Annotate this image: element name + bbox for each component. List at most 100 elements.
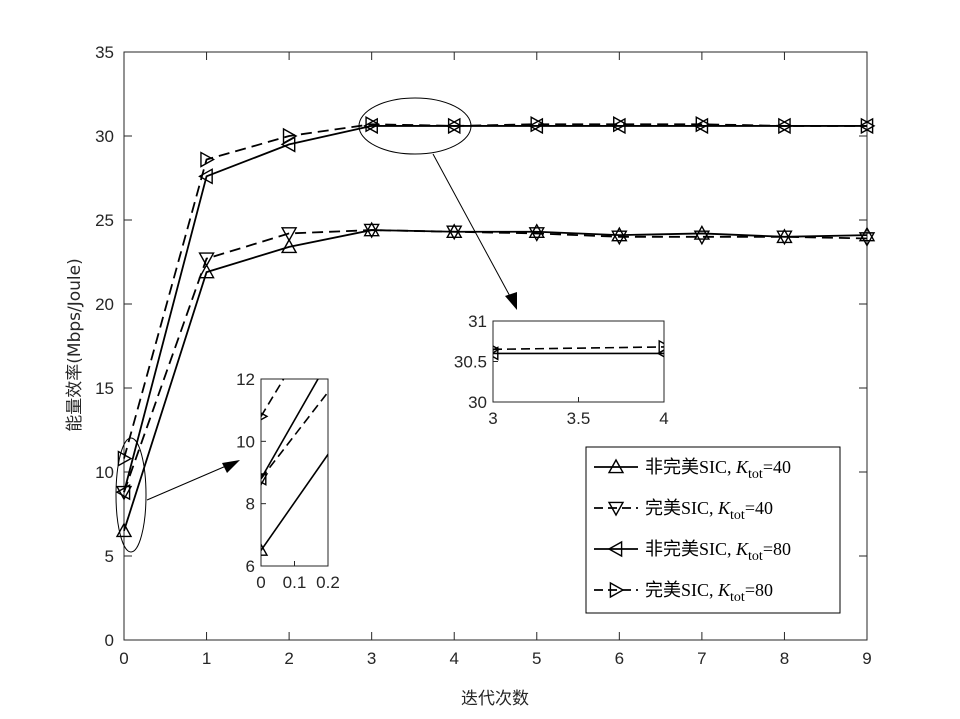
series-1-point bbox=[280, 238, 298, 254]
legend-box bbox=[585, 446, 841, 614]
series-2-point bbox=[858, 232, 876, 247]
y-tick-label: 0 bbox=[105, 631, 114, 650]
inset-series-1-point bbox=[261, 542, 269, 556]
y-tick-label: 20 bbox=[95, 295, 114, 314]
series-2-point bbox=[611, 230, 628, 246]
legend-marker-3 bbox=[607, 540, 623, 558]
x-tick-label: 1 bbox=[202, 649, 211, 668]
series-3-point bbox=[693, 117, 709, 135]
inset-start: 0 0.1 0.2 6 8 10 12 bbox=[236, 370, 340, 592]
inset-series-4-point bbox=[658, 339, 664, 355]
series-1-point bbox=[858, 226, 876, 242]
inset-x-tick-label: 3 bbox=[488, 409, 497, 428]
series-2-point bbox=[528, 227, 545, 242]
y-tick-label: 15 bbox=[95, 379, 114, 398]
series-2-point bbox=[363, 223, 380, 239]
inset-y-tick-label: 10 bbox=[236, 432, 255, 451]
y-tick-label: 35 bbox=[95, 43, 114, 62]
legend-marker-4 bbox=[609, 581, 625, 599]
inset-y-tick-label: 12 bbox=[236, 370, 255, 389]
legend-marker-2 bbox=[607, 501, 625, 517]
zoom-callouts bbox=[115, 97, 517, 553]
legend-label-2: 完美SIC, Ktot=40 bbox=[645, 498, 773, 523]
inset-series-3-point bbox=[261, 471, 267, 486]
inset-x-tick-label: 3.5 bbox=[567, 409, 591, 428]
series-1-point bbox=[198, 263, 215, 279]
series-4-point bbox=[117, 450, 133, 467]
series-4-point bbox=[200, 151, 215, 168]
inset-x-tick-label: 4 bbox=[659, 409, 668, 428]
y-tick-label: 10 bbox=[95, 463, 114, 482]
zoom-ellipse-plateau bbox=[358, 97, 472, 155]
y-tick-label: 5 bbox=[105, 547, 114, 566]
inset-x-tick-label: 0.2 bbox=[316, 573, 340, 592]
inset-plateau: 3 3.5 4 30 30.5 31 bbox=[454, 312, 669, 428]
series-4-point bbox=[447, 117, 463, 135]
series-3-point bbox=[610, 117, 626, 135]
x-tick-label: 7 bbox=[697, 649, 706, 668]
series-4-point bbox=[860, 117, 876, 135]
series-3-point bbox=[198, 168, 213, 185]
inset-frame bbox=[492, 320, 665, 403]
x-tick-label: 4 bbox=[449, 649, 458, 668]
inset-plot-area bbox=[261, 379, 328, 556]
x-tick-label: 2 bbox=[284, 649, 293, 668]
x-tick-label: 3 bbox=[367, 649, 376, 668]
x-tick-label: 8 bbox=[780, 649, 789, 668]
inset-x-tick-label: 0.1 bbox=[283, 573, 307, 592]
legend-label-1: 非完美SIC, Ktot=40 bbox=[645, 457, 791, 482]
zoom-arrow-start bbox=[146, 462, 234, 501]
inset-y-tick-label: 8 bbox=[246, 495, 255, 514]
zoom-arrowhead-plateau bbox=[505, 292, 517, 310]
inset-series-line-3 bbox=[261, 379, 319, 480]
inset-series-4-point bbox=[493, 345, 501, 354]
series-4-point bbox=[778, 117, 793, 135]
inset-frame bbox=[260, 378, 329, 567]
series-2-point bbox=[115, 485, 133, 501]
y-tick-label: 25 bbox=[95, 211, 114, 230]
series-4-point bbox=[365, 116, 381, 133]
x-axis-label: 迭代次数 bbox=[461, 689, 529, 709]
series-line-4 bbox=[123, 123, 867, 459]
series-line-2 bbox=[123, 229, 868, 493]
series-line-1 bbox=[123, 229, 868, 532]
inset-plot-area bbox=[493, 339, 664, 361]
inset-y-tick-label: 30 bbox=[468, 393, 487, 412]
legend-label-3: 非完美SIC, Ktot=80 bbox=[645, 539, 791, 564]
series-4-point bbox=[530, 116, 546, 133]
inset-series-line-2 bbox=[261, 390, 328, 480]
legend-marker-1 bbox=[607, 458, 625, 474]
x-tick-label: 5 bbox=[532, 649, 541, 668]
y-axis-label: 能量效率(Mbps/Joule) bbox=[65, 258, 85, 431]
inset-series-line-1 bbox=[261, 453, 328, 551]
series-1-point bbox=[115, 522, 133, 538]
series-3-point bbox=[363, 117, 378, 135]
inset-x-tick-label: 0 bbox=[256, 573, 265, 592]
series-1-point bbox=[528, 223, 545, 239]
series-1-point bbox=[693, 224, 711, 240]
series-4-point bbox=[282, 127, 298, 145]
inset-y-tick-label: 31 bbox=[468, 312, 487, 331]
inset-series-2-point bbox=[261, 473, 269, 487]
series-1-point bbox=[611, 226, 628, 242]
series-2-point bbox=[198, 252, 215, 268]
zoom-ellipse-start bbox=[115, 437, 147, 553]
x-tick-label: 6 bbox=[615, 649, 624, 668]
inset-y-tick-label: 6 bbox=[246, 557, 255, 576]
zoom-arrowhead-start bbox=[222, 460, 240, 473]
x-tick-label: 0 bbox=[119, 649, 128, 668]
series-4-point bbox=[695, 116, 711, 133]
series-2-point bbox=[693, 230, 711, 246]
inset-y-tick-label: 30.5 bbox=[454, 353, 487, 372]
series-2-point bbox=[776, 230, 793, 246]
x-tick-label: 9 bbox=[862, 649, 871, 668]
inset-series-line-4 bbox=[493, 346, 664, 351]
legend-label-4: 完美SIC, Ktot=80 bbox=[645, 580, 773, 605]
y-tick-label: 30 bbox=[95, 127, 114, 146]
inset-series-3-point bbox=[493, 346, 499, 361]
legend: 非完美SIC, Ktot=40 完美SIC, Ktot=40 非完美SIC, Kto… bbox=[585, 446, 841, 614]
series-3-point bbox=[115, 483, 131, 501]
zoom-arrow-plateau bbox=[432, 153, 513, 301]
series-4-point bbox=[613, 116, 628, 133]
